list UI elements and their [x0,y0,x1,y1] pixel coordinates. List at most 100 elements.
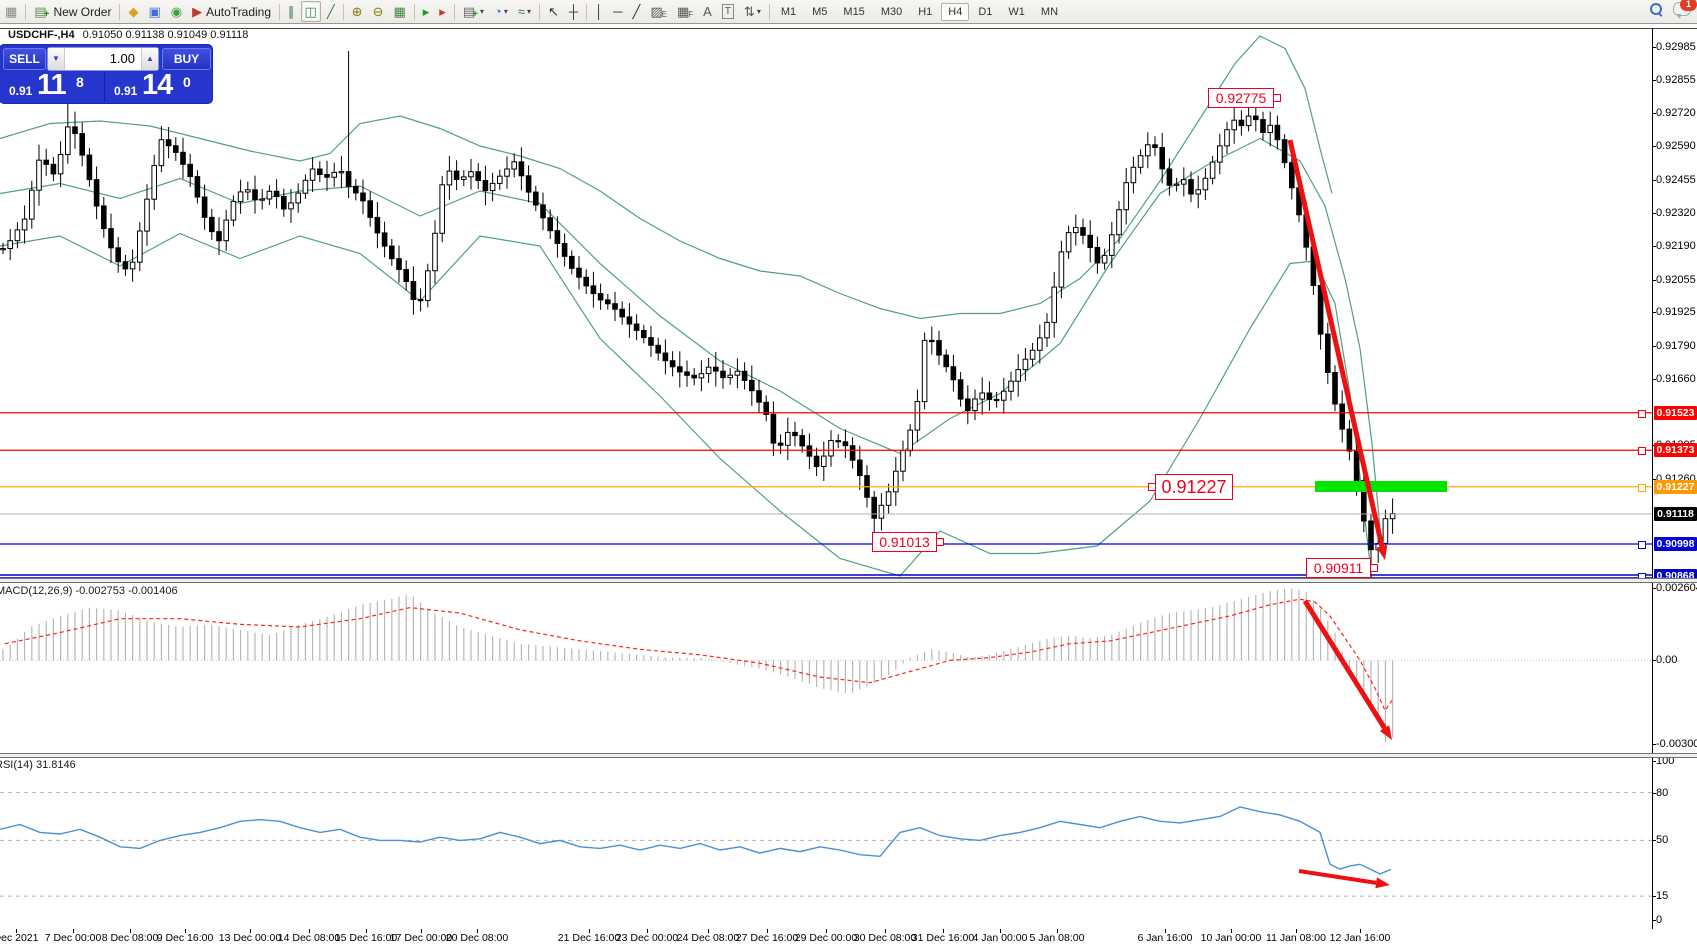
price-tick-mark [1652,346,1656,347]
timeframe-group: M1 M5 M15 M30 H1 H4 D1 W1 MN [773,1,1066,23]
rsi-tick-label: 15 [1656,890,1669,902]
timeframe-m1[interactable]: M1 [780,5,797,18]
macd-tick-mark [1652,744,1656,745]
price-level-label-0.90998[interactable]: 0.90998 [1654,537,1697,551]
rsi-line [0,806,1392,875]
panel-separator-macd[interactable] [0,578,1697,583]
callout-anchor-handle[interactable] [1273,94,1281,102]
vertical-line-icon[interactable]: │ [591,1,607,22]
symbol-name: USDCHF-,H4 [8,29,75,41]
line-chart-icon[interactable]: ╱ [323,1,339,22]
macd-tick-label: -0.003008 [1656,738,1697,750]
notifications-icon[interactable]: 1 [1673,0,1697,19]
search-icon[interactable] [1650,2,1663,17]
tile-windows-icon[interactable]: ▦ [389,1,409,22]
profiles-icon[interactable]: ◔ ▾ [490,1,512,22]
candle [288,202,294,210]
volume-decrease-button[interactable]: ▼ [48,48,65,70]
timeframe-m30[interactable]: M30 [880,5,903,18]
downtrend-arrow[interactable] [1287,139,1388,560]
chart-shift-icon[interactable]: ▸ [435,1,450,22]
candle [763,401,770,415]
line-handle[interactable] [1638,541,1646,549]
candle [878,504,885,519]
zoom-in-icon[interactable]: ⊕ [348,1,367,22]
candle [713,366,719,372]
volume-increase-button[interactable]: ▲ [141,48,158,70]
zoom-out-icon[interactable]: ⊖ [369,1,388,22]
callout-anchor-handle[interactable] [936,538,944,546]
chart-window-icon[interactable]: ▦ [1,1,21,22]
time-tick-mark [826,929,827,933]
volume-input[interactable]: 1.00 [109,51,135,66]
timeframe-m5[interactable]: M5 [812,5,828,18]
price-tick-label: 0.91925 [1656,306,1696,318]
timeframe-w1[interactable]: W1 [1008,5,1025,18]
candle [1001,390,1007,401]
trendline-icon[interactable]: ╱ [628,1,644,22]
price-callout-0.92775[interactable]: 0.92775 [1208,88,1281,108]
candle [14,229,21,242]
price-level-label-0.91373[interactable]: 0.91373 [1654,443,1697,457]
arrows-tool-icon[interactable]: ⇅ ▾ [740,1,765,22]
text-label-icon: T [721,4,734,19]
rsi-down-arrow[interactable] [1298,869,1390,889]
toolbar-group: ▤ + ▾ ◔ ▾ ≈ ▾ [458,1,536,23]
metaeditor-icon[interactable]: ◆ [124,1,142,22]
text-label-icon[interactable]: T [718,1,738,22]
price-level-label-0.91227[interactable]: 0.91227 [1654,480,1697,494]
macd-indicator-chart[interactable] [0,582,1652,753]
fibonacci-icon[interactable]: ▦ F [673,1,697,22]
candlestick-chart-icon[interactable]: ◫ [300,1,321,22]
timeframe-h1[interactable]: H1 [918,5,933,18]
rsi-indicator-chart[interactable] [0,756,1652,928]
crosshair-icon[interactable]: ┼ [565,1,582,22]
candle [446,170,453,186]
sell-price-panel[interactable]: 0.91 11 8 [0,69,105,102]
signals-icon[interactable]: ◉ [167,1,186,22]
buy-button[interactable]: BUY [162,48,211,70]
chart-shift-icon: ▸ [439,4,446,19]
candle [662,352,669,362]
zoom-out-icon: ⊖ [372,4,384,19]
horizontal-line-icon[interactable]: ─ [609,1,626,22]
sell-price-big: 11 [37,69,67,101]
green-highlight-box[interactable] [1315,481,1447,492]
cursor-icon[interactable]: ↖ [544,1,563,22]
equidistant-channel-icon[interactable]: ▨ E [646,1,671,22]
price-level-label-0.91523[interactable]: 0.91523 [1654,406,1697,420]
price-callout-0.90911[interactable]: 0.90911 [1306,558,1378,578]
candle [677,366,683,373]
terminal-icon[interactable]: ▣ [144,1,164,22]
bar-chart-icon[interactable]: ∥ [284,1,299,22]
callout-anchor-handle[interactable] [1148,483,1156,491]
panel-separator-rsi[interactable] [0,753,1697,758]
price-axis-line [1652,28,1653,929]
candle [792,431,798,437]
candle [79,133,86,156]
time-axis[interactable]: Dec 2021 7 Dec 00:008 Dec 08:009 Dec 16:0… [0,929,1697,944]
auto-scroll-icon[interactable]: ▸ [419,1,434,22]
timeframe-d1[interactable]: D1 [978,5,993,18]
line-handle[interactable] [1638,410,1646,418]
timeframe-h4[interactable]: H4 [941,2,970,21]
line-handle[interactable] [1638,447,1646,455]
indicators-icon[interactable]: ≈ ▾ [514,1,535,22]
price-callout-0.91227[interactable]: 0.91227 [1148,474,1233,500]
line-handle[interactable] [1638,484,1646,492]
text-icon[interactable]: A [699,1,716,22]
macd-down-arrow[interactable] [1302,599,1392,740]
sell-button[interactable]: SELL [3,48,46,70]
new-order-button[interactable]: ▤ + New Order [30,1,115,22]
timeframe-mn[interactable]: MN [1040,5,1059,18]
timeframe-m15[interactable]: M15 [843,5,865,18]
price-tick-mark [1652,312,1656,313]
new-chart-icon[interactable]: ▤ + ▾ [459,1,488,22]
price-callout-0.91013[interactable]: 0.91013 [872,532,944,552]
time-tick-label: 4 Jan 00:00 [972,932,1028,944]
main-price-chart[interactable] [0,29,1652,578]
candle [849,445,856,461]
buy-price-panel[interactable]: 0.91 14 0 [105,69,212,102]
autotrading-button[interactable]: ▶ AutoTrading [188,1,275,22]
callout-anchor-handle[interactable] [1370,564,1378,572]
